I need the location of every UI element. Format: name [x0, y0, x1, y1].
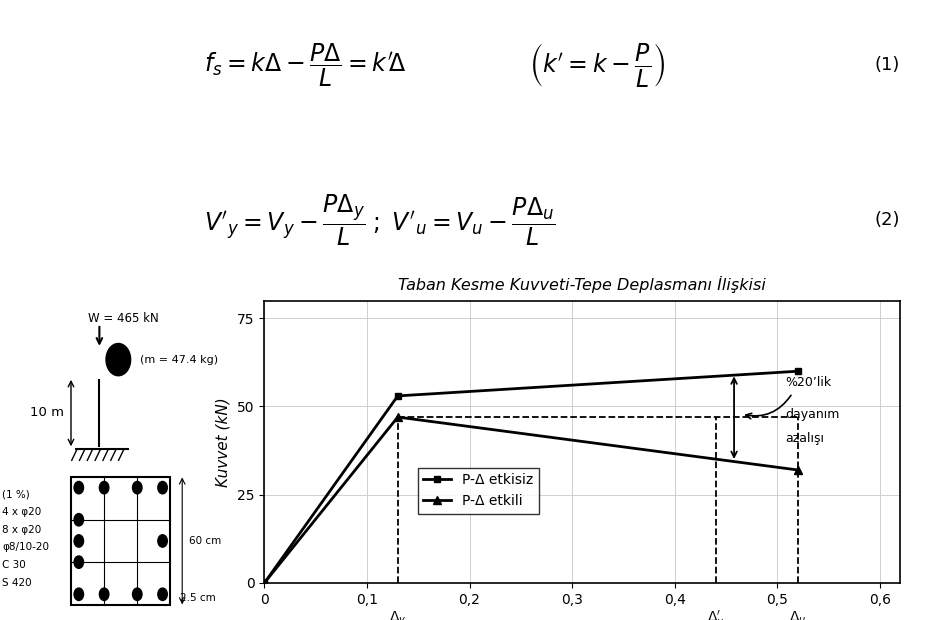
Text: $\Delta_u$: $\Delta_u$ — [788, 609, 806, 620]
P-Δ etkisiz — [259, 579, 270, 587]
Circle shape — [158, 482, 167, 494]
Text: C 30: C 30 — [3, 560, 26, 570]
Circle shape — [158, 534, 167, 547]
Line: P-Δ etkili: P-Δ etkili — [260, 413, 801, 587]
Text: 60 cm: 60 cm — [189, 536, 222, 546]
Text: (2): (2) — [874, 211, 899, 229]
Text: 8 x φ20: 8 x φ20 — [3, 525, 42, 535]
Circle shape — [74, 556, 83, 569]
Circle shape — [99, 482, 108, 494]
Bar — [70, 477, 171, 604]
Circle shape — [74, 482, 83, 494]
Text: 2.5 cm: 2.5 cm — [180, 593, 215, 603]
Circle shape — [106, 343, 131, 376]
Text: W = 465 kN: W = 465 kN — [87, 311, 159, 324]
Text: dayanım: dayanım — [784, 408, 839, 421]
P-Δ etkisiz — [392, 392, 403, 400]
Text: (1): (1) — [874, 56, 899, 74]
Legend: P-Δ etkisiz, P-Δ etkili: P-Δ etkisiz, P-Δ etkili — [417, 467, 539, 514]
P-Δ etkisiz — [792, 368, 803, 375]
Text: φ8/10-20: φ8/10-20 — [3, 542, 49, 552]
Text: 10 m: 10 m — [31, 407, 64, 419]
Text: $\left(k' = k - \dfrac{P}{L}\right)$: $\left(k' = k - \dfrac{P}{L}\right)$ — [528, 42, 665, 89]
Text: (1 %): (1 %) — [3, 489, 30, 500]
Line: P-Δ etkisiz: P-Δ etkisiz — [260, 368, 800, 587]
Circle shape — [133, 482, 142, 494]
Text: %20’lik: %20’lik — [784, 376, 831, 389]
Circle shape — [74, 588, 83, 600]
P-Δ etkili — [392, 414, 403, 421]
Circle shape — [99, 588, 108, 600]
Text: 4 x φ20: 4 x φ20 — [3, 507, 42, 517]
Text: (m = 47.4 kg): (m = 47.4 kg) — [139, 355, 218, 365]
Circle shape — [158, 588, 167, 600]
Circle shape — [74, 513, 83, 526]
Circle shape — [74, 534, 83, 547]
Y-axis label: Kuvvet (kN): Kuvvet (kN) — [215, 397, 230, 487]
P-Δ etkili — [259, 579, 270, 587]
Text: $f_s = k\Delta - \dfrac{P\Delta}{L} = k'\!\Delta$: $f_s = k\Delta - \dfrac{P\Delta}{L} = k'… — [204, 42, 406, 89]
Text: $\Delta_y$: $\Delta_y$ — [388, 609, 406, 620]
Title: Taban Kesme Kuvveti-Tepe Deplasmanı İlişkisi: Taban Kesme Kuvveti-Tepe Deplasmanı İliş… — [398, 275, 766, 293]
Text: S 420: S 420 — [3, 578, 32, 588]
Circle shape — [133, 588, 142, 600]
Text: $\Delta_u^{\prime}$: $\Delta_u^{\prime}$ — [706, 609, 723, 620]
P-Δ etkili — [792, 466, 803, 474]
Text: $V'_y = V_y - \dfrac{P\Delta_y}{L}\;;\;V'_u = V_u - \dfrac{P\Delta_u}{L}$: $V'_y = V_y - \dfrac{P\Delta_y}{L}\;;\;V… — [204, 193, 555, 248]
Text: azalışı: azalışı — [784, 432, 823, 445]
